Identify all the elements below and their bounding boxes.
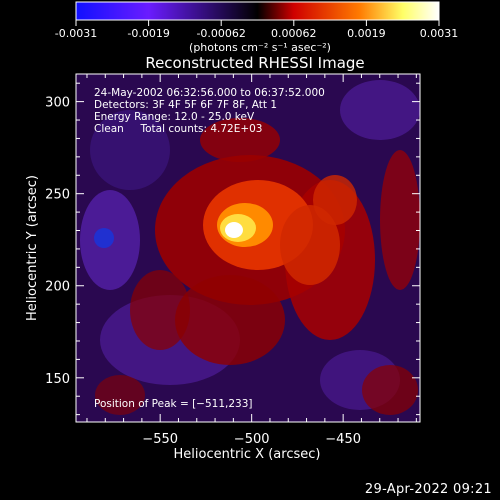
colorbar-units: (photons cm⁻² s⁻¹ asec⁻²)	[189, 41, 331, 54]
colorbar-ticks: -0.0031 -0.0019 -0.00062 0.00062 0.0019 0.003…	[55, 20, 458, 40]
y-tick-label: 250	[45, 188, 70, 203]
chart-title: Reconstructed RHESSI Image	[145, 54, 364, 72]
method-counts-text: Clean Total counts: 4.72E+03	[94, 123, 263, 135]
colorbar-tick-label: -0.0019	[127, 27, 169, 40]
y-axis-label: Heliocentric Y (arcsec)	[25, 175, 40, 321]
colorbar-tick-label: 0.00062	[271, 27, 317, 40]
y-tick-label: 150	[45, 372, 70, 387]
y-axis-ticks: 150 200 250 300	[45, 82, 420, 416]
y-tick-label: 200	[45, 280, 70, 295]
detectors-text: Detectors: 3F 4F 5F 6F 7F 8F, Att 1	[94, 99, 278, 111]
colorbar: -0.0031 -0.0019 -0.00062 0.00062 0.0019 0.003…	[55, 1, 458, 54]
plot-frame	[75, 73, 421, 423]
y-tick-label: 300	[45, 96, 70, 111]
energy-range-text: Energy Range: 12.0 - 25.0 keV	[94, 111, 255, 123]
time-range-text: 24-May-2002 06:32:56.000 to 06:37:52.000	[94, 87, 325, 99]
colorbar-tick-label: -0.00062	[196, 27, 245, 40]
x-axis-ticks: −550 −500 −450	[86, 74, 417, 447]
x-tick-label: −450	[325, 432, 361, 447]
colorbar-tick-label: 0.0019	[347, 27, 386, 40]
colorbar-tick-label: -0.0031	[55, 27, 97, 40]
heatmap-plot: Reconstructed RHESSI Image −550 −500 −450 …	[25, 54, 421, 462]
footer-timestamp: 29-Apr-2022 09:21	[364, 482, 492, 497]
colorbar-tick-label: 0.0031	[420, 27, 459, 40]
x-tick-label: −500	[234, 432, 270, 447]
x-axis-label: Heliocentric X (arcsec)	[174, 447, 321, 462]
x-tick-label: −550	[142, 432, 178, 447]
heatmap-image	[76, 74, 420, 422]
peak-position-text: Position of Peak = [−511,233]	[94, 398, 253, 410]
colorbar-gradient	[75, 1, 440, 21]
